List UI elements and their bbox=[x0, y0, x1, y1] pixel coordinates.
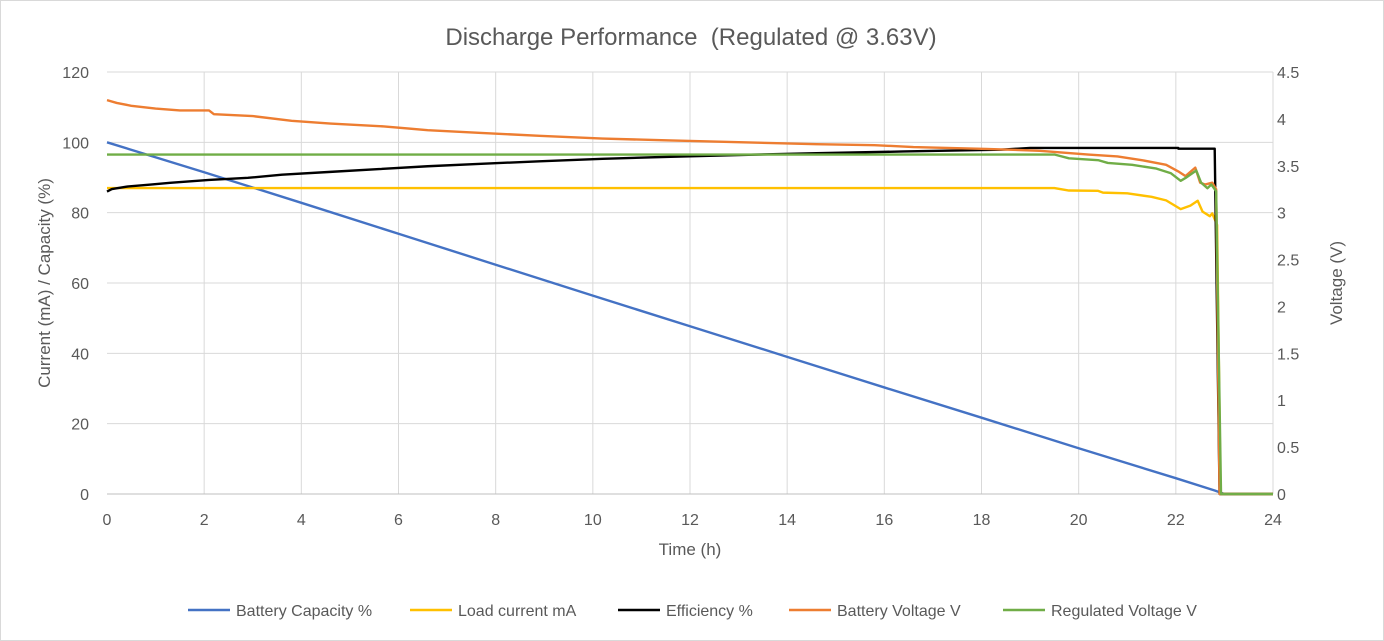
x-tick-label: 16 bbox=[875, 512, 893, 529]
legend-label: Efficiency % bbox=[666, 603, 753, 620]
x-tick-label: 0 bbox=[103, 512, 112, 529]
series-line-battery-capacity bbox=[106, 141, 1273, 496]
legend-label: Battery Capacity % bbox=[236, 603, 372, 620]
x-tick-label: 8 bbox=[491, 512, 500, 529]
x-tick-label: 6 bbox=[394, 512, 403, 529]
y-left-tick-label: 60 bbox=[71, 276, 89, 293]
y-right-tick-label: 4 bbox=[1277, 112, 1286, 129]
x-tick-label: 18 bbox=[973, 512, 991, 529]
y-left-tick-label: 100 bbox=[62, 135, 89, 152]
y-left-tick-label: 20 bbox=[71, 417, 89, 434]
y-right-axis-title: Voltage (V) bbox=[1327, 241, 1346, 325]
y-right-tick-label: 0.5 bbox=[1277, 440, 1299, 457]
x-tick-label: 12 bbox=[681, 512, 699, 529]
legend-label: Battery Voltage V bbox=[837, 603, 961, 620]
y-left-tick-label: 120 bbox=[62, 65, 89, 82]
chart-title: Discharge Performance (Regulated @ 3.63V… bbox=[445, 24, 936, 51]
y-right-tick-label: 2 bbox=[1277, 299, 1286, 316]
series-line-regulated-voltage-v bbox=[107, 153, 1273, 496]
tick-labels: 0 2 4 6 8 10 12 14 16 18 20 22 2402040608010012000.5… bbox=[62, 65, 1299, 529]
x-tick-label: 10 bbox=[584, 512, 602, 529]
y-right-tick-label: 4.5 bbox=[1277, 65, 1299, 82]
y-right-tick-label: 3.5 bbox=[1277, 159, 1299, 176]
y-right-tick-label: 1 bbox=[1277, 393, 1286, 410]
series-line-efficiency bbox=[106, 146, 1273, 496]
series-lines bbox=[106, 98, 1273, 496]
y-right-tick-label: 0 bbox=[1277, 487, 1286, 504]
legend-label: Regulated Voltage V bbox=[1051, 603, 1197, 620]
y-left-tick-label: 0 bbox=[80, 487, 89, 504]
legend: Battery Capacity % Load current mA Efficie… bbox=[188, 603, 1197, 620]
x-tick-label: 4 bbox=[297, 512, 306, 529]
series-line-load-current-ma bbox=[107, 186, 1273, 496]
x-tick-label: 24 bbox=[1264, 512, 1282, 529]
y-left-tick-label: 40 bbox=[71, 346, 89, 363]
y-left-axis-title: Current (mA) / Capacity (%) bbox=[35, 178, 54, 388]
x-axis-title: Time (h) bbox=[659, 540, 722, 559]
x-tick-label: 22 bbox=[1167, 512, 1185, 529]
y-right-tick-label: 1.5 bbox=[1277, 346, 1299, 363]
legend-label: Load current mA bbox=[458, 603, 577, 620]
y-right-tick-label: 2.5 bbox=[1277, 253, 1299, 270]
x-tick-label: 20 bbox=[1070, 512, 1088, 529]
y-right-tick-label: 3 bbox=[1277, 206, 1286, 223]
grid bbox=[107, 71, 1274, 494]
x-tick-label: 2 bbox=[200, 512, 209, 529]
y-left-tick-label: 80 bbox=[71, 206, 89, 223]
x-tick-label: 14 bbox=[778, 512, 796, 529]
